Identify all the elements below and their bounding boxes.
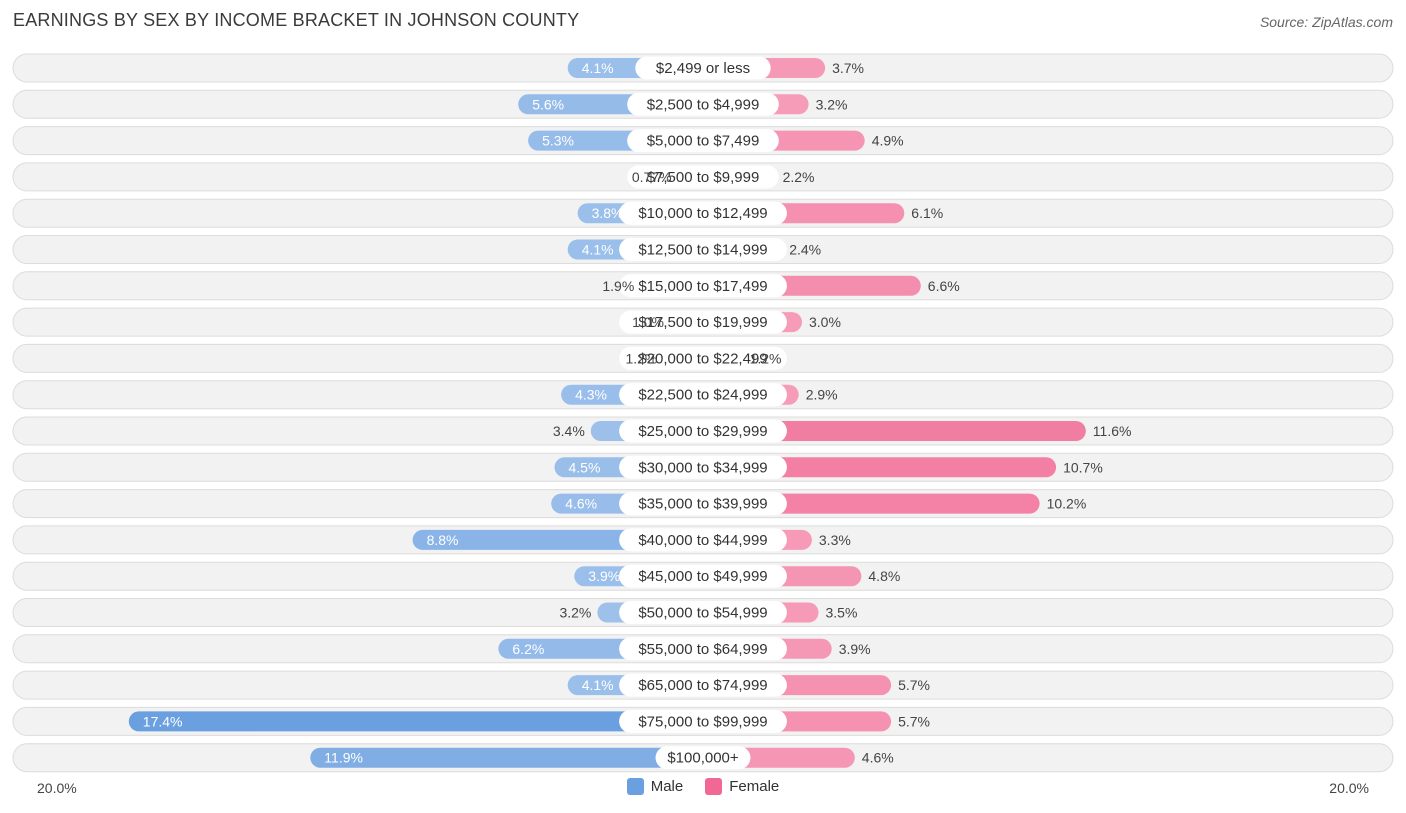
category-label: $12,500 to $14,999 [638, 242, 767, 259]
category-pill [619, 673, 787, 697]
source-credit: Source: ZipAtlas.com [1259, 14, 1393, 30]
bar-male [310, 747, 703, 768]
category-label: $25,000 to $29,999 [638, 423, 767, 440]
value-label-male: 1.0% [632, 314, 664, 330]
value-label-male: 17.4% [143, 713, 183, 729]
value-label-female: 3.7% [832, 60, 864, 76]
value-label-female: 11.6% [1093, 423, 1132, 439]
value-label-female: 1.2% [750, 350, 782, 366]
value-label-female: 5.7% [898, 677, 930, 693]
category-label: $75,000 to $99,999 [638, 713, 767, 730]
bar-male [128, 711, 704, 732]
category-label: $5,000 to $7,499 [647, 133, 760, 150]
value-label-male: 3.4% [553, 423, 585, 439]
bar-female [703, 421, 1086, 441]
value-label-male: 8.8% [427, 532, 459, 548]
value-label-male: 4.1% [582, 677, 614, 693]
value-label-female: 4.6% [862, 750, 894, 766]
category-pill [619, 709, 787, 733]
category-pill [619, 274, 787, 298]
category-pill [635, 56, 771, 80]
value-label-male: 3.9% [588, 568, 620, 584]
category-label: $22,500 to $24,999 [638, 387, 767, 404]
category-pill [619, 637, 787, 661]
chart-title: EARNINGS BY SEX BY INCOME BRACKET IN JOH… [13, 10, 580, 30]
value-label-female: 2.4% [789, 242, 821, 258]
category-pill [627, 129, 779, 153]
value-label-female: 3.3% [819, 532, 851, 548]
category-label: $17,500 to $19,999 [638, 314, 767, 331]
value-label-female: 2.9% [806, 387, 838, 403]
bar-chart: $2,499 or less 4.1% 3.7% $2,500 to $4,999 5.… [12, 53, 1394, 773]
value-label-female: 2.2% [783, 169, 815, 185]
axis-left-label: 20.0% [37, 780, 77, 796]
value-label-male: 1.2% [625, 350, 657, 366]
legend-item-male[interactable]: Male [626, 778, 684, 795]
value-label-female: 3.9% [839, 641, 871, 657]
category-pill [619, 310, 787, 334]
category-pill [619, 492, 787, 516]
category-pill [619, 346, 787, 370]
value-label-female: 4.8% [868, 568, 900, 584]
category-pill [619, 383, 787, 407]
category-pill [619, 564, 787, 588]
value-label-male: 5.6% [532, 96, 564, 112]
category-label: $30,000 to $34,999 [638, 459, 767, 476]
value-label-female: 6.1% [911, 205, 943, 221]
legend-label-female: Female [729, 778, 780, 795]
bar-female [703, 457, 1057, 478]
value-label-female: 10.2% [1047, 496, 1087, 512]
category-pill [619, 528, 787, 552]
value-label-female: 10.7% [1063, 459, 1103, 475]
category-pill [655, 746, 751, 770]
legend-label-male: Male [650, 778, 684, 795]
category-label: $55,000 to $64,999 [638, 641, 767, 658]
value-label-male: 4.1% [582, 60, 614, 76]
value-label-male: 6.2% [512, 641, 544, 657]
legend-item-female[interactable]: Female [705, 778, 779, 795]
value-label-female: 3.5% [826, 605, 858, 621]
bar-female [703, 493, 1040, 514]
axis-right-label: 20.0% [1329, 780, 1369, 796]
value-label-male: 4.1% [582, 242, 614, 258]
category-pill [627, 165, 779, 189]
category-pill [627, 92, 779, 116]
category-label: $50,000 to $54,999 [638, 605, 767, 622]
category-label: $65,000 to $74,999 [638, 677, 767, 694]
category-label: $20,000 to $22,499 [638, 350, 767, 367]
category-label: $15,000 to $17,499 [638, 278, 767, 295]
value-label-female: 3.0% [809, 314, 841, 330]
value-label-male: 5.3% [542, 133, 574, 149]
category-label: $40,000 to $44,999 [638, 532, 767, 549]
value-label-male: 4.5% [569, 459, 601, 475]
value-label-male: 4.6% [565, 496, 597, 512]
category-label: $45,000 to $49,999 [638, 568, 767, 585]
value-label-male: 1.9% [602, 278, 634, 294]
category-label: $2,500 to $4,999 [647, 96, 760, 113]
value-label-male: 0.77% [632, 169, 672, 185]
legend-swatch-male [626, 778, 644, 795]
legend: Male Female [0, 778, 1406, 795]
category-pill [619, 455, 787, 479]
category-pill [619, 419, 787, 443]
category-pill [619, 601, 787, 624]
value-label-female: 4.9% [872, 133, 904, 149]
category-pill [619, 201, 787, 225]
category-label: $7,500 to $9,999 [647, 169, 760, 186]
value-label-male: 11.9% [324, 750, 363, 766]
category-label: $35,000 to $39,999 [638, 496, 767, 513]
legend-swatch-female [705, 778, 723, 795]
value-label-male: 4.3% [575, 387, 607, 403]
value-label-female: 3.2% [816, 96, 848, 112]
value-label-male: 3.8% [592, 205, 624, 221]
category-label: $2,499 or less [656, 60, 750, 77]
value-label-female: 5.7% [898, 713, 930, 729]
value-label-female: 6.6% [928, 278, 960, 294]
category-pill [619, 238, 787, 261]
value-label-male: 3.2% [559, 605, 591, 621]
category-label: $100,000+ [667, 750, 739, 767]
category-label: $10,000 to $12,499 [638, 205, 767, 222]
